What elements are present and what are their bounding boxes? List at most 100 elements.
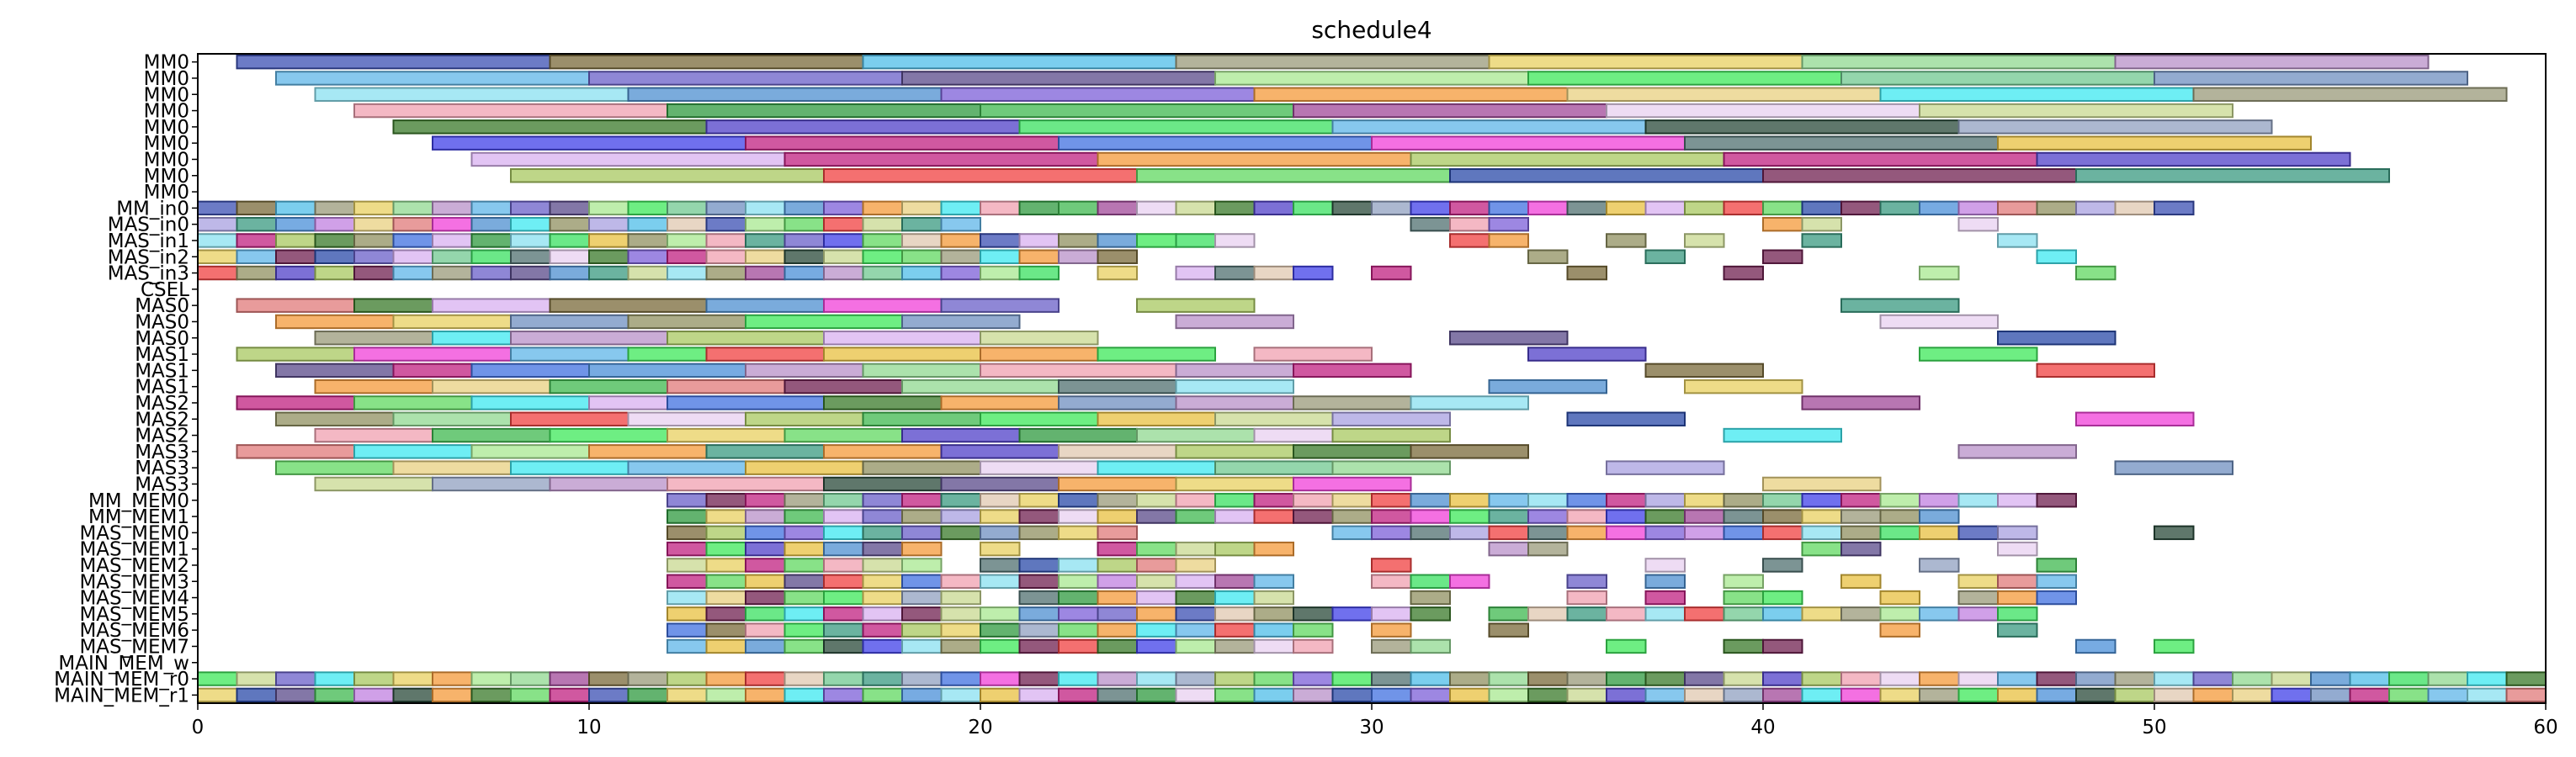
gantt-bar: [1214, 509, 1256, 524]
gantt-bar: [1175, 590, 1216, 606]
gantt-bar: [1293, 671, 1334, 686]
gantt-bar: [1214, 590, 1256, 606]
gantt-bar: [1253, 590, 1294, 606]
gantt-bar: [1018, 606, 1060, 622]
gantt-bar: [1175, 233, 1216, 248]
gantt-bar: [1058, 574, 1099, 589]
gantt-bar: [1097, 200, 1138, 216]
gantt-bar: [588, 395, 668, 410]
gantt-bar: [1214, 671, 1256, 686]
gantt-bar: [1488, 525, 1529, 541]
gantt-bar: [940, 200, 981, 216]
gantt-bar: [1684, 671, 1725, 686]
gantt-bar: [823, 541, 864, 557]
gantt-bar: [1331, 671, 1373, 686]
gantt-bar: [667, 509, 708, 524]
gantt-bar: [1410, 671, 1451, 686]
gantt-bar: [1058, 509, 1099, 524]
gantt-bar: [823, 590, 864, 606]
gantt-bar: [1840, 509, 1882, 524]
gantt-bar: [1527, 71, 1842, 86]
gantt-bar: [1097, 509, 1138, 524]
gantt-bar: [1331, 411, 1451, 426]
y-tick-label: MAS3: [135, 442, 189, 463]
gantt-bar: [432, 216, 473, 232]
gantt-bar: [1566, 200, 1607, 216]
gantt-bar: [1253, 493, 1294, 508]
gantt-bar: [2036, 363, 2155, 378]
gantt-bar: [940, 574, 981, 589]
gantt-bar: [275, 411, 395, 426]
gantt-bar: [1018, 671, 1060, 686]
gantt-bar: [2467, 671, 2508, 686]
gantt-bar: [705, 298, 825, 313]
gantt-bar: [862, 638, 903, 654]
gantt-bar: [1058, 606, 1099, 622]
gantt-bar: [1762, 216, 1803, 232]
gantt-bar: [705, 493, 746, 508]
gantt-bar: [1801, 541, 1842, 557]
gantt-bar: [1136, 622, 1177, 638]
gantt-bar: [2036, 574, 2077, 589]
gantt-bar: [1058, 135, 1373, 151]
gantt-bar: [1058, 476, 1177, 492]
gantt-bar: [705, 687, 746, 703]
gantt-bar: [275, 249, 316, 264]
gantt-bar: [823, 622, 864, 638]
gantt-bar: [940, 233, 981, 248]
gantt-bar: [1293, 493, 1334, 508]
gantt-bar: [627, 687, 668, 703]
gantt-bar: [1136, 427, 1256, 443]
gantt-bar: [1644, 509, 1686, 524]
gantt-bar: [1331, 509, 1373, 524]
gantt-bar: [275, 671, 316, 686]
gantt-bar: [1214, 541, 1256, 557]
gantt-bar: [1644, 606, 1686, 622]
gantt-bar: [1136, 590, 1177, 606]
gantt-bar: [2036, 558, 2077, 573]
gantt-bar: [1801, 671, 1842, 686]
gantt-bar: [1879, 687, 1920, 703]
gantt-bar: [667, 233, 708, 248]
gantt-bar: [1136, 168, 1451, 183]
gantt-bar: [745, 590, 786, 606]
gantt-bar: [1957, 119, 2273, 135]
gantt-bar: [1957, 574, 1999, 589]
gantt-bar: [2075, 168, 2390, 183]
gantt-bar: [1410, 493, 1451, 508]
gantt-bar: [901, 378, 1060, 394]
gantt-bar: [1018, 687, 1060, 703]
gantt-bar: [1058, 622, 1099, 638]
gantt-bar: [901, 622, 943, 638]
gantt-bar: [705, 509, 746, 524]
gantt-bar: [1331, 493, 1373, 508]
gantt-bar: [2114, 671, 2155, 686]
gantt-bar: [470, 265, 512, 281]
gantt-bar: [236, 687, 277, 703]
gantt-bar: [1018, 509, 1060, 524]
x-tick-label: 40: [1750, 717, 1775, 738]
gantt-bar: [1723, 427, 1842, 443]
gantt-bar: [2075, 687, 2117, 703]
gantt-bar: [823, 574, 864, 589]
y-tick-label: MAS1: [135, 360, 189, 382]
gantt-bar: [1644, 671, 1686, 686]
gantt-bar: [1058, 590, 1099, 606]
gantt-bar: [1997, 135, 2312, 151]
gantt-bar: [745, 216, 786, 232]
gantt-bar: [1488, 233, 1529, 248]
gantt-bar: [1449, 574, 1490, 589]
gantt-bar: [901, 541, 943, 557]
gantt-bar: [745, 265, 786, 281]
gantt-bar: [901, 200, 943, 216]
gantt-bar: [2192, 87, 2508, 102]
gantt-bar: [1566, 493, 1607, 508]
gantt-bar: [1058, 395, 1177, 410]
gantt-bar: [2154, 200, 2195, 216]
gantt-bar: [940, 525, 981, 541]
gantt-bar: [197, 687, 238, 703]
gantt-bar: [392, 249, 433, 264]
gantt-bar: [1606, 606, 1647, 622]
y-tick-label: MAS_MEM3: [79, 571, 189, 593]
gantt-bar: [2036, 151, 2351, 167]
